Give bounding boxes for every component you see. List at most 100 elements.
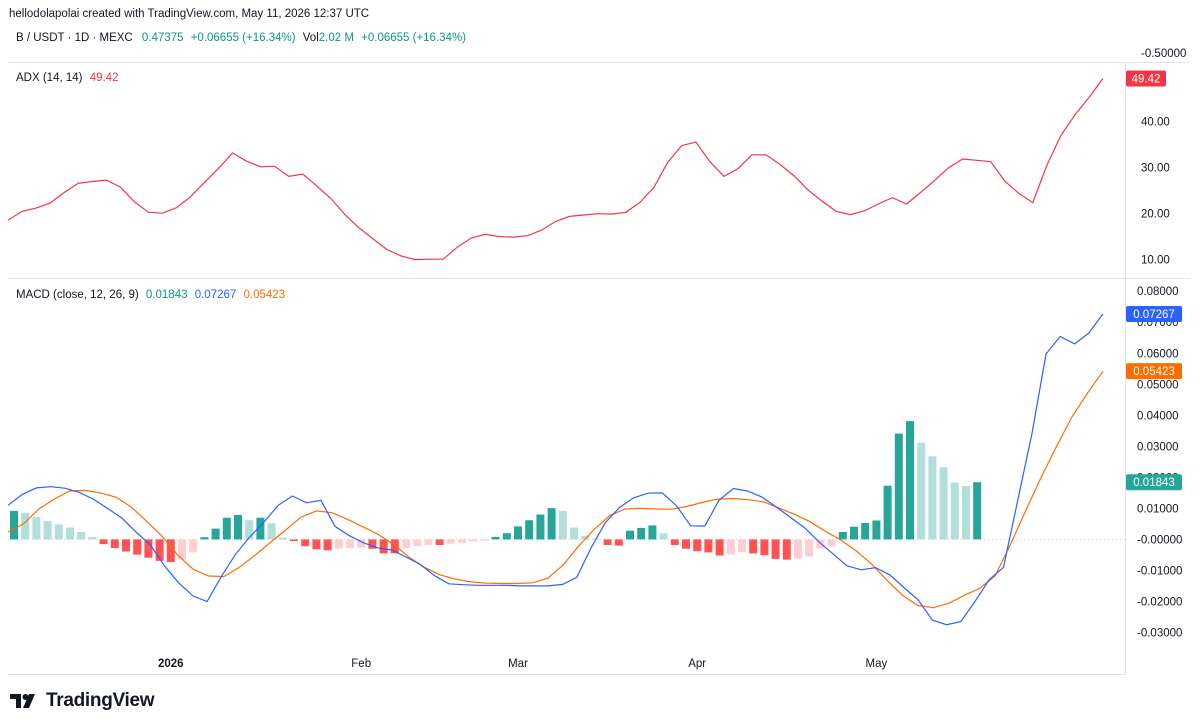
histogram-bar (536, 514, 545, 540)
histogram-bar (469, 539, 478, 542)
macd-tick-label: 0.03000 (1137, 441, 1179, 453)
histogram-bar (346, 539, 354, 549)
histogram-bar (782, 539, 791, 560)
macd-tick-label: 0.08000 (1137, 286, 1179, 298)
macd-tick-label: -0.02000 (1137, 596, 1182, 608)
macd-legend[interactable]: MACD (close, 12, 26, 9) 0.01843 0.07267 … (16, 289, 285, 301)
histogram-bar (278, 537, 287, 540)
histogram-bar (614, 539, 623, 546)
adx-tick-label: 40.00 (1141, 117, 1170, 129)
macd-last-value-label-box (1126, 305, 1182, 322)
histogram-bar (222, 517, 231, 540)
histogram-bar (122, 539, 130, 552)
histogram-bar (312, 539, 321, 550)
histogram-bar (749, 539, 758, 554)
adx-title: ADX (14, 14) (16, 72, 83, 84)
histogram-bar (267, 523, 276, 540)
macd-line (7, 313, 1104, 626)
histogram-bar (480, 539, 489, 541)
histogram-bar (547, 508, 556, 540)
tradingview-brand[interactable]: TradingView (10, 690, 155, 712)
signal-line (7, 370, 1104, 609)
tradingview-logo-icon (10, 694, 35, 708)
price-change: +0.06655 (+16.34%) (190, 32, 296, 44)
price-tick-label: -0.50000 (1141, 48, 1186, 60)
adx-legend[interactable]: ADX (14, 14) 49.42 (16, 72, 118, 84)
symbol-legend: B / USDT · 1D · MEXC 0.47375 +0.06655 (+… (16, 32, 466, 44)
chart-attribution: hellodolapolai created with TradingView.… (9, 8, 370, 20)
histogram-bar (99, 539, 108, 545)
histogram-bar (558, 510, 567, 540)
histogram-bar (43, 521, 52, 540)
histogram-bar (66, 527, 74, 540)
histogram-bar (816, 539, 825, 549)
histogram-bar (917, 442, 926, 540)
histogram-bar (301, 539, 310, 547)
histogram-bar (659, 533, 668, 540)
symbol-name[interactable]: B / USDT · 1D · MEXC (16, 32, 133, 44)
volume-value: 2.02 M (318, 32, 354, 44)
histogram-bar (760, 539, 769, 556)
histogram-bar (603, 539, 612, 545)
macd-tick-label: -0.00000 (1137, 534, 1182, 546)
histogram-bar (211, 528, 220, 540)
histogram-bar (110, 539, 119, 549)
adx-value: 49.42 (89, 72, 119, 84)
histogram-bar (290, 539, 298, 541)
histogram-last-value-label: 0.01843 (1133, 477, 1175, 489)
histogram-last-value-label-box (1126, 474, 1182, 491)
histogram-bar (973, 482, 982, 540)
histogram-bar (872, 520, 881, 540)
histogram-bar (682, 539, 690, 549)
histogram-bar (861, 523, 870, 540)
histogram-bar (883, 485, 892, 540)
histogram-bar (458, 539, 466, 543)
histogram-bar (626, 530, 634, 540)
macd-last-value-label: 0.07267 (1133, 309, 1175, 321)
adx-last-value-label: 49.42 (1132, 73, 1161, 85)
histogram-bar (715, 539, 724, 556)
histogram-bar (950, 482, 959, 540)
histogram-bar (738, 539, 746, 552)
adx-line (7, 78, 1104, 261)
histogram-bar (357, 539, 366, 548)
histogram-bar (805, 539, 814, 557)
histogram-bar (525, 520, 534, 540)
histogram-bar (570, 527, 578, 540)
histogram-bar (581, 535, 590, 540)
adx-tick-label: 10.00 (1141, 255, 1170, 267)
histogram-bar (178, 539, 186, 560)
histogram-bar (144, 539, 153, 558)
histogram-bar (794, 539, 802, 559)
histogram-bar (32, 516, 41, 540)
histogram-bar (928, 456, 937, 540)
signal-last-value-label-box (1126, 363, 1182, 380)
price-axes: -0.50000 10.00 20.00 30.00 40.00 49.42 0.08000… (158, 48, 1186, 670)
macd-tick-label: -0.01000 (1137, 565, 1182, 577)
histogram-bar (21, 512, 30, 540)
macd-line-value: 0.07267 (194, 289, 237, 301)
histogram-bar (771, 539, 780, 559)
histogram-bar (88, 536, 97, 540)
histogram-bar (379, 539, 388, 554)
histogram-bar (245, 520, 254, 540)
adx-last-value-box (1126, 70, 1166, 87)
histogram-bar (704, 539, 713, 553)
histogram-bar (435, 539, 444, 545)
macd-tick-label: 0.01000 (1137, 503, 1179, 515)
histogram-bar (491, 536, 500, 540)
macd-signal-value: 0.05423 (243, 289, 286, 301)
pane-frame (8, 62, 1190, 675)
histogram-bar (256, 517, 265, 540)
histogram-bar (413, 539, 422, 547)
histogram-bar (334, 539, 343, 549)
histogram-bar (446, 539, 455, 544)
histogram-bar (850, 526, 858, 540)
histogram-bar (402, 539, 410, 549)
histogram-bar (894, 433, 903, 540)
histogram-bar (155, 539, 164, 561)
time-axis-label: Apr (688, 658, 706, 670)
histogram-bar (390, 539, 399, 554)
histogram-bar (10, 510, 18, 540)
